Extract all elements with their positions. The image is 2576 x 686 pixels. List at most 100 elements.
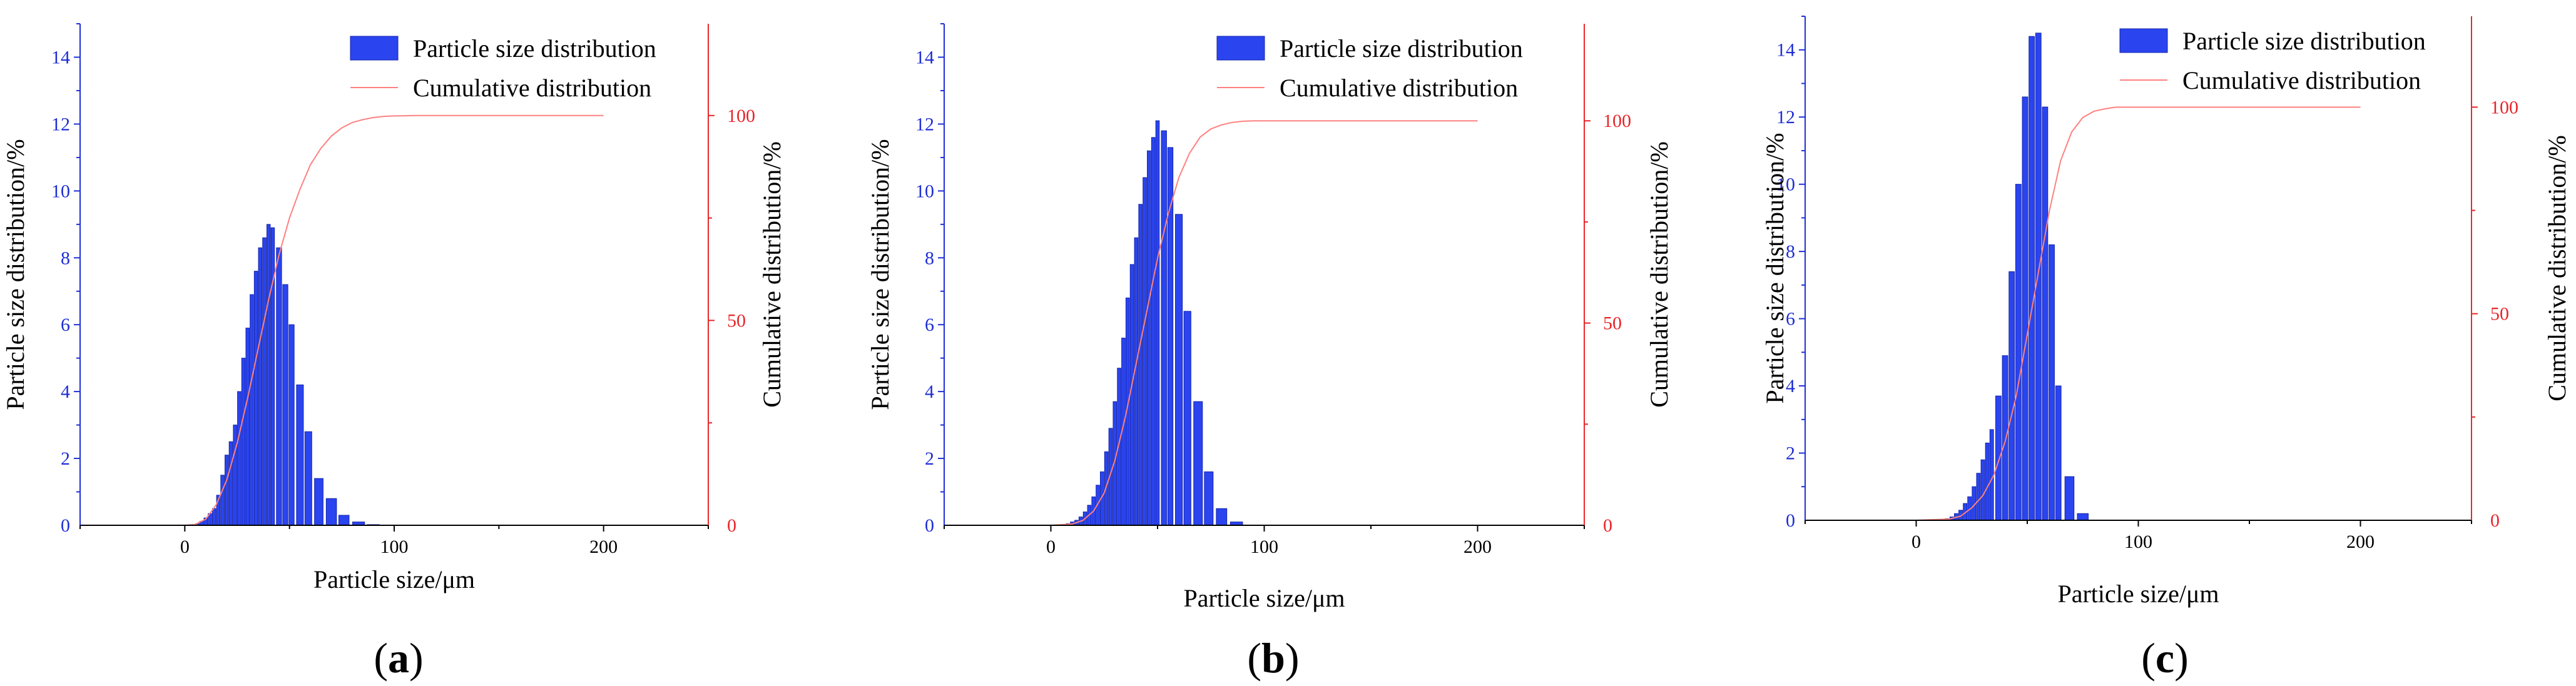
y2-axis-title: Cumulative distribution/% (758, 141, 786, 408)
y-tick-label: 0 (61, 515, 70, 536)
bar-series (191, 224, 380, 526)
legend-bar-swatch (1216, 36, 1265, 61)
bar (1143, 177, 1147, 526)
bar (1989, 429, 1994, 521)
x-tick-label: 100 (380, 537, 409, 557)
panel-label-close: ) (2174, 634, 2189, 682)
x-tick-label: 0 (180, 537, 190, 557)
y-tick-label: 10 (915, 181, 934, 201)
panel-label-close: ) (409, 634, 424, 682)
bar (325, 498, 337, 526)
legend: Particle size distribution Cumulative dis… (350, 34, 656, 102)
y2-tick-label: 100 (727, 106, 755, 126)
panel-label: (c) (2141, 634, 2189, 682)
bar (2049, 244, 2055, 521)
y-tick-label: 12 (915, 114, 934, 134)
y-tick-label: 2 (1786, 443, 1795, 464)
panel-label-letter: a (388, 634, 409, 682)
bar-series (1940, 33, 2089, 521)
y-tick-label: 6 (1786, 309, 1795, 330)
bar (2042, 106, 2049, 521)
chart-panel-a: 0 100 200 0 2 4 6 8 10 12 14 0 50 100 Particle size/μm… (1, 23, 786, 682)
y2-tick-label: 0 (2490, 510, 2500, 531)
bar (1985, 442, 1990, 521)
y-tick-label: 10 (1776, 174, 1795, 195)
bar (1204, 471, 1214, 526)
panel-label: (a) (374, 634, 423, 682)
legend-line-label: Cumulative distribution (413, 74, 651, 102)
y2-axis-title: Cumulative distribution/% (1645, 141, 1673, 408)
y-tick-label: 2 (925, 448, 934, 469)
y-tick-label: 10 (51, 181, 70, 201)
y-tick-label: 6 (925, 315, 934, 335)
bar (1155, 120, 1160, 526)
bar (211, 508, 216, 526)
y-tick-label: 12 (1776, 107, 1795, 128)
legend-bar-swatch (350, 36, 399, 61)
bar (296, 384, 304, 526)
y-tick-label: 14 (915, 47, 934, 68)
y-tick-label: 0 (1786, 510, 1795, 531)
y-axis-title: Particle size distribution/% (1761, 133, 1789, 403)
bar (237, 391, 242, 526)
y-tick-label: 14 (1776, 40, 1795, 61)
bar (304, 431, 312, 526)
y2-tick-label: 100 (2490, 97, 2518, 118)
panel-label-letter: c (2156, 634, 2174, 682)
y-tick-label: 0 (925, 515, 934, 536)
bar (220, 475, 225, 526)
y2-tick-label: 100 (1603, 111, 1631, 131)
y-tick-label: 2 (61, 448, 70, 469)
y-tick-label: 8 (61, 248, 70, 268)
bar (338, 515, 350, 526)
y2-axis-title: Cumulative distribution/% (2543, 135, 2571, 401)
panel-label-open: ( (1247, 634, 1261, 682)
bar (245, 328, 250, 526)
x-tick-label: 200 (589, 537, 618, 557)
x-axis-title: Particle size/μm (2057, 580, 2219, 608)
legend-bars-label: Particle size distribution (1280, 34, 1523, 63)
bar (2035, 33, 2042, 521)
bar (253, 271, 258, 526)
bar (1138, 204, 1143, 526)
bar (241, 358, 246, 526)
panel-label-close: ) (1285, 634, 1300, 682)
y-tick-label: 4 (1786, 376, 1795, 396)
x-tick-label: 200 (2346, 532, 2375, 552)
legend-line-label: Cumulative distribution (2182, 66, 2421, 94)
bar (228, 441, 233, 526)
legend-bar-swatch (2119, 28, 2168, 53)
chart-panel-b: 0 100 200 0 2 4 6 8 10 12 14 0 50 100 Particle size/μm… (866, 23, 1673, 682)
bar (1134, 237, 1139, 526)
y-tick-label: 12 (51, 114, 70, 134)
panel-label-letter: b (1261, 634, 1285, 682)
y2-tick-label: 0 (1603, 515, 1612, 536)
cumulative-line (185, 114, 604, 526)
bar (1216, 508, 1228, 526)
legend-bars-label: Particle size distribution (413, 34, 656, 63)
bar (1183, 311, 1191, 526)
bar (258, 247, 263, 526)
x-tick-label: 100 (2124, 532, 2152, 552)
bar (1161, 130, 1167, 526)
x-axis-title: Particle size/μm (1183, 584, 1345, 612)
bar-series (1061, 120, 1243, 526)
bar (2008, 271, 2015, 521)
bar (314, 478, 323, 526)
y2-tick-label: 50 (727, 310, 746, 331)
y2-tick-label: 0 (727, 515, 736, 536)
bar (266, 224, 271, 526)
y-tick-label: 4 (925, 381, 934, 402)
y-tick-label: 8 (1786, 241, 1795, 262)
bar (1151, 137, 1156, 526)
x-tick-label: 100 (1250, 537, 1278, 557)
x-tick-label: 0 (1912, 532, 1921, 552)
bar (1167, 147, 1174, 526)
legend-line-label: Cumulative distribution (1280, 74, 1518, 102)
y-axis-title: Particle size distribution/% (1, 139, 29, 410)
bar (1976, 473, 1981, 521)
y-tick-label: 6 (61, 315, 70, 335)
panel-label-open: ( (374, 634, 388, 682)
bar (1980, 459, 1985, 521)
bar (2055, 385, 2062, 521)
